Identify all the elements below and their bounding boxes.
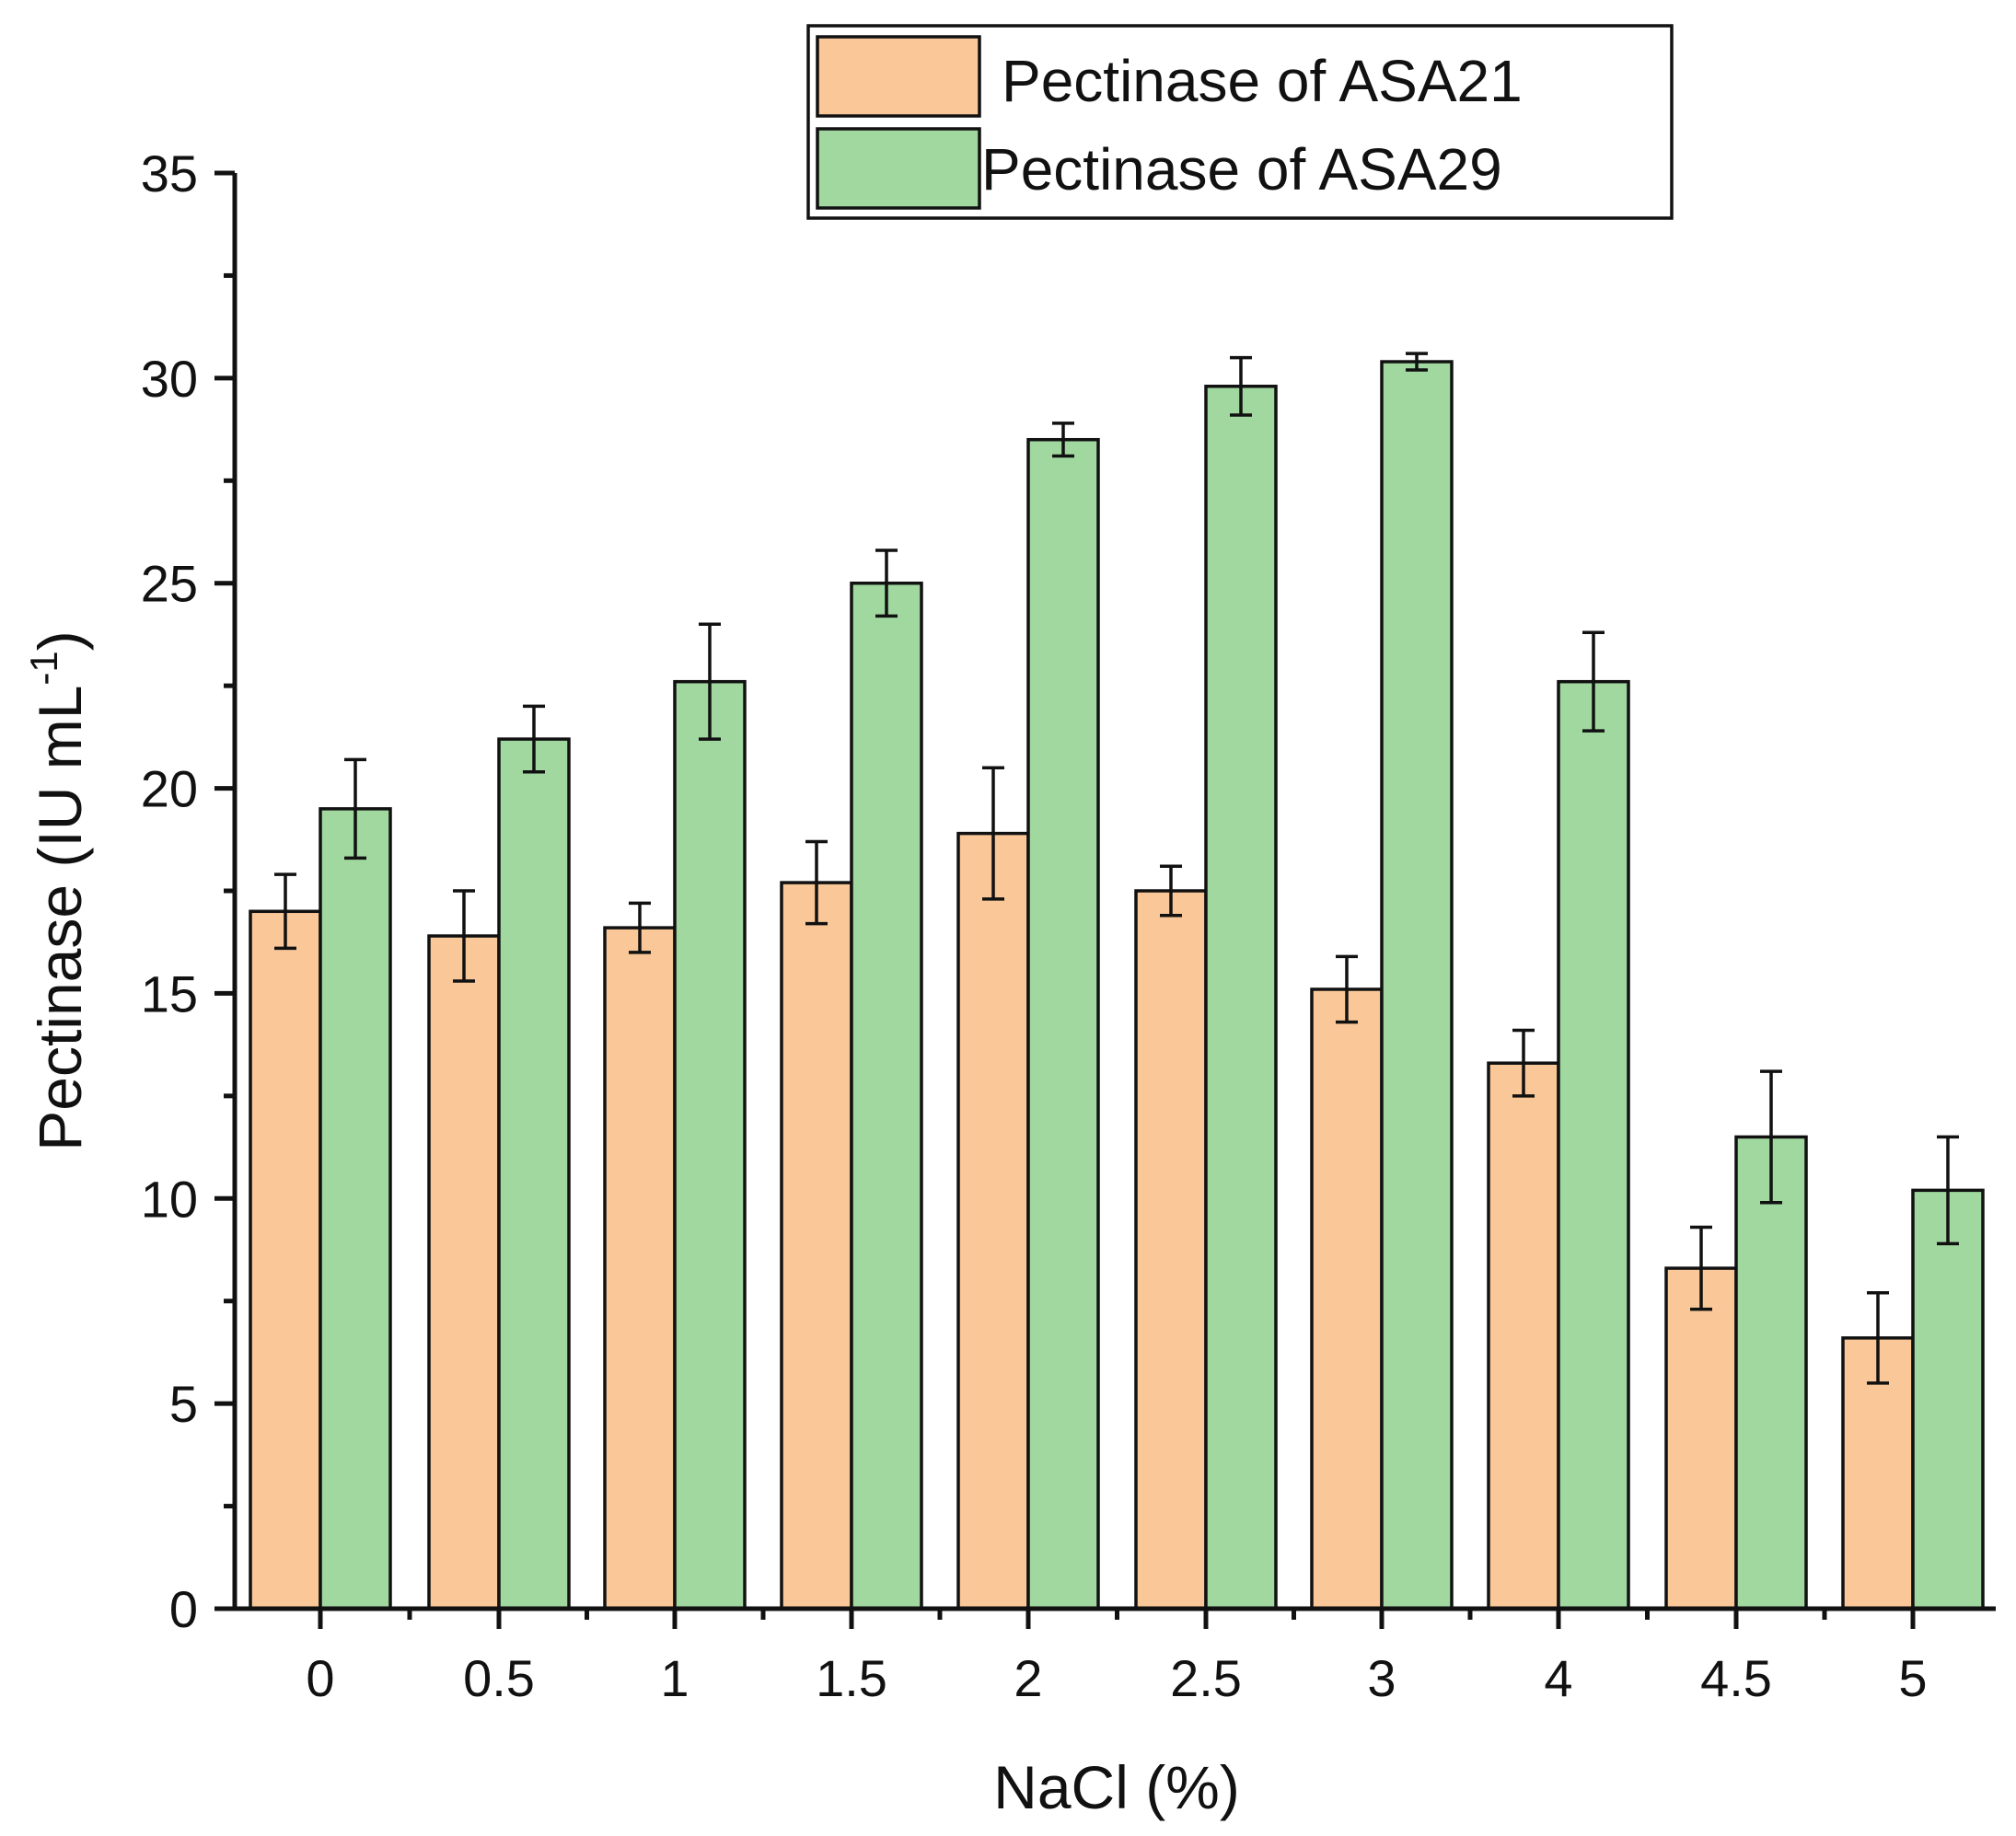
bar-asa21-4 — [1487, 1061, 1560, 1611]
bar-asa21-1 — [603, 926, 677, 1611]
bar-asa29-2.5 — [1204, 385, 1278, 1611]
x-axis-title: NaCl (%) — [993, 1753, 1240, 1821]
y-axis-title: Pectinase (IU mL-1) — [22, 630, 94, 1151]
x-tick-label-2.5: 2.5 — [1170, 1649, 1242, 1707]
legend-label-asa29: Pectinase of ASA29 — [981, 136, 1502, 202]
bar-asa29-0.5 — [497, 737, 571, 1611]
y-axis-title-close: ) — [26, 630, 94, 651]
bar-asa29-1 — [673, 679, 747, 1611]
y-axis-title-main: Pectinase (IU mL — [26, 686, 94, 1151]
x-tick-label-1: 1 — [660, 1649, 689, 1707]
legend: Pectinase of ASA21 Pectinase of ASA29 — [806, 24, 1674, 220]
y-tick-label-0: 0 — [169, 1580, 198, 1638]
bar-asa21-1.5 — [780, 881, 853, 1611]
y-tick-label-20: 20 — [141, 760, 198, 818]
legend-swatch-asa21 — [816, 35, 981, 118]
y-tick-label-10: 10 — [141, 1170, 198, 1228]
y-tick-label-5: 5 — [169, 1375, 198, 1433]
x-tick-label-2: 2 — [1014, 1649, 1042, 1707]
bar-asa29-2 — [1026, 437, 1100, 1611]
x-tick-label-0.5: 0.5 — [463, 1649, 535, 1707]
bar-asa29-5 — [1911, 1188, 1985, 1611]
x-tick-label-4.5: 4.5 — [1700, 1649, 1772, 1707]
bar-asa29-1.5 — [850, 581, 923, 1611]
x-tick-label-5: 5 — [1898, 1649, 1927, 1707]
y-tick-label-30: 30 — [141, 350, 198, 408]
x-tick-label-1.5: 1.5 — [816, 1649, 887, 1707]
x-tick-label-4: 4 — [1544, 1649, 1572, 1707]
y-tick-label-15: 15 — [141, 964, 198, 1022]
bar-asa21-3 — [1310, 987, 1384, 1611]
legend-swatch-asa29 — [816, 127, 981, 210]
bar-asa21-2 — [956, 831, 1030, 1611]
y-tick-label-35: 35 — [141, 144, 198, 202]
x-tick-label-0: 0 — [306, 1649, 334, 1707]
bars-layer — [249, 352, 1985, 1611]
bar-asa29-3 — [1380, 360, 1454, 1611]
y-axis-title-superscript: -1 — [22, 651, 65, 685]
bar-asa21-2.5 — [1134, 889, 1208, 1611]
bar-asa29-4 — [1557, 679, 1630, 1611]
bar-asa21-4.5 — [1664, 1266, 1738, 1611]
ticks-layer: 0 5 10 15 20 25 30 35 0 0.5 1 1.5 2 2.5 3 4 4.5 5 — [141, 144, 1928, 1707]
legend-label-asa21: Pectinase of ASA21 — [1002, 48, 1523, 114]
bar-asa21-0 — [249, 909, 322, 1611]
y-tick-label-25: 25 — [141, 555, 198, 613]
bar-asa29-0 — [319, 807, 392, 1611]
bar-asa21-0.5 — [427, 934, 501, 1611]
x-tick-label-3: 3 — [1367, 1649, 1396, 1707]
bar-asa29-4.5 — [1734, 1135, 1808, 1611]
